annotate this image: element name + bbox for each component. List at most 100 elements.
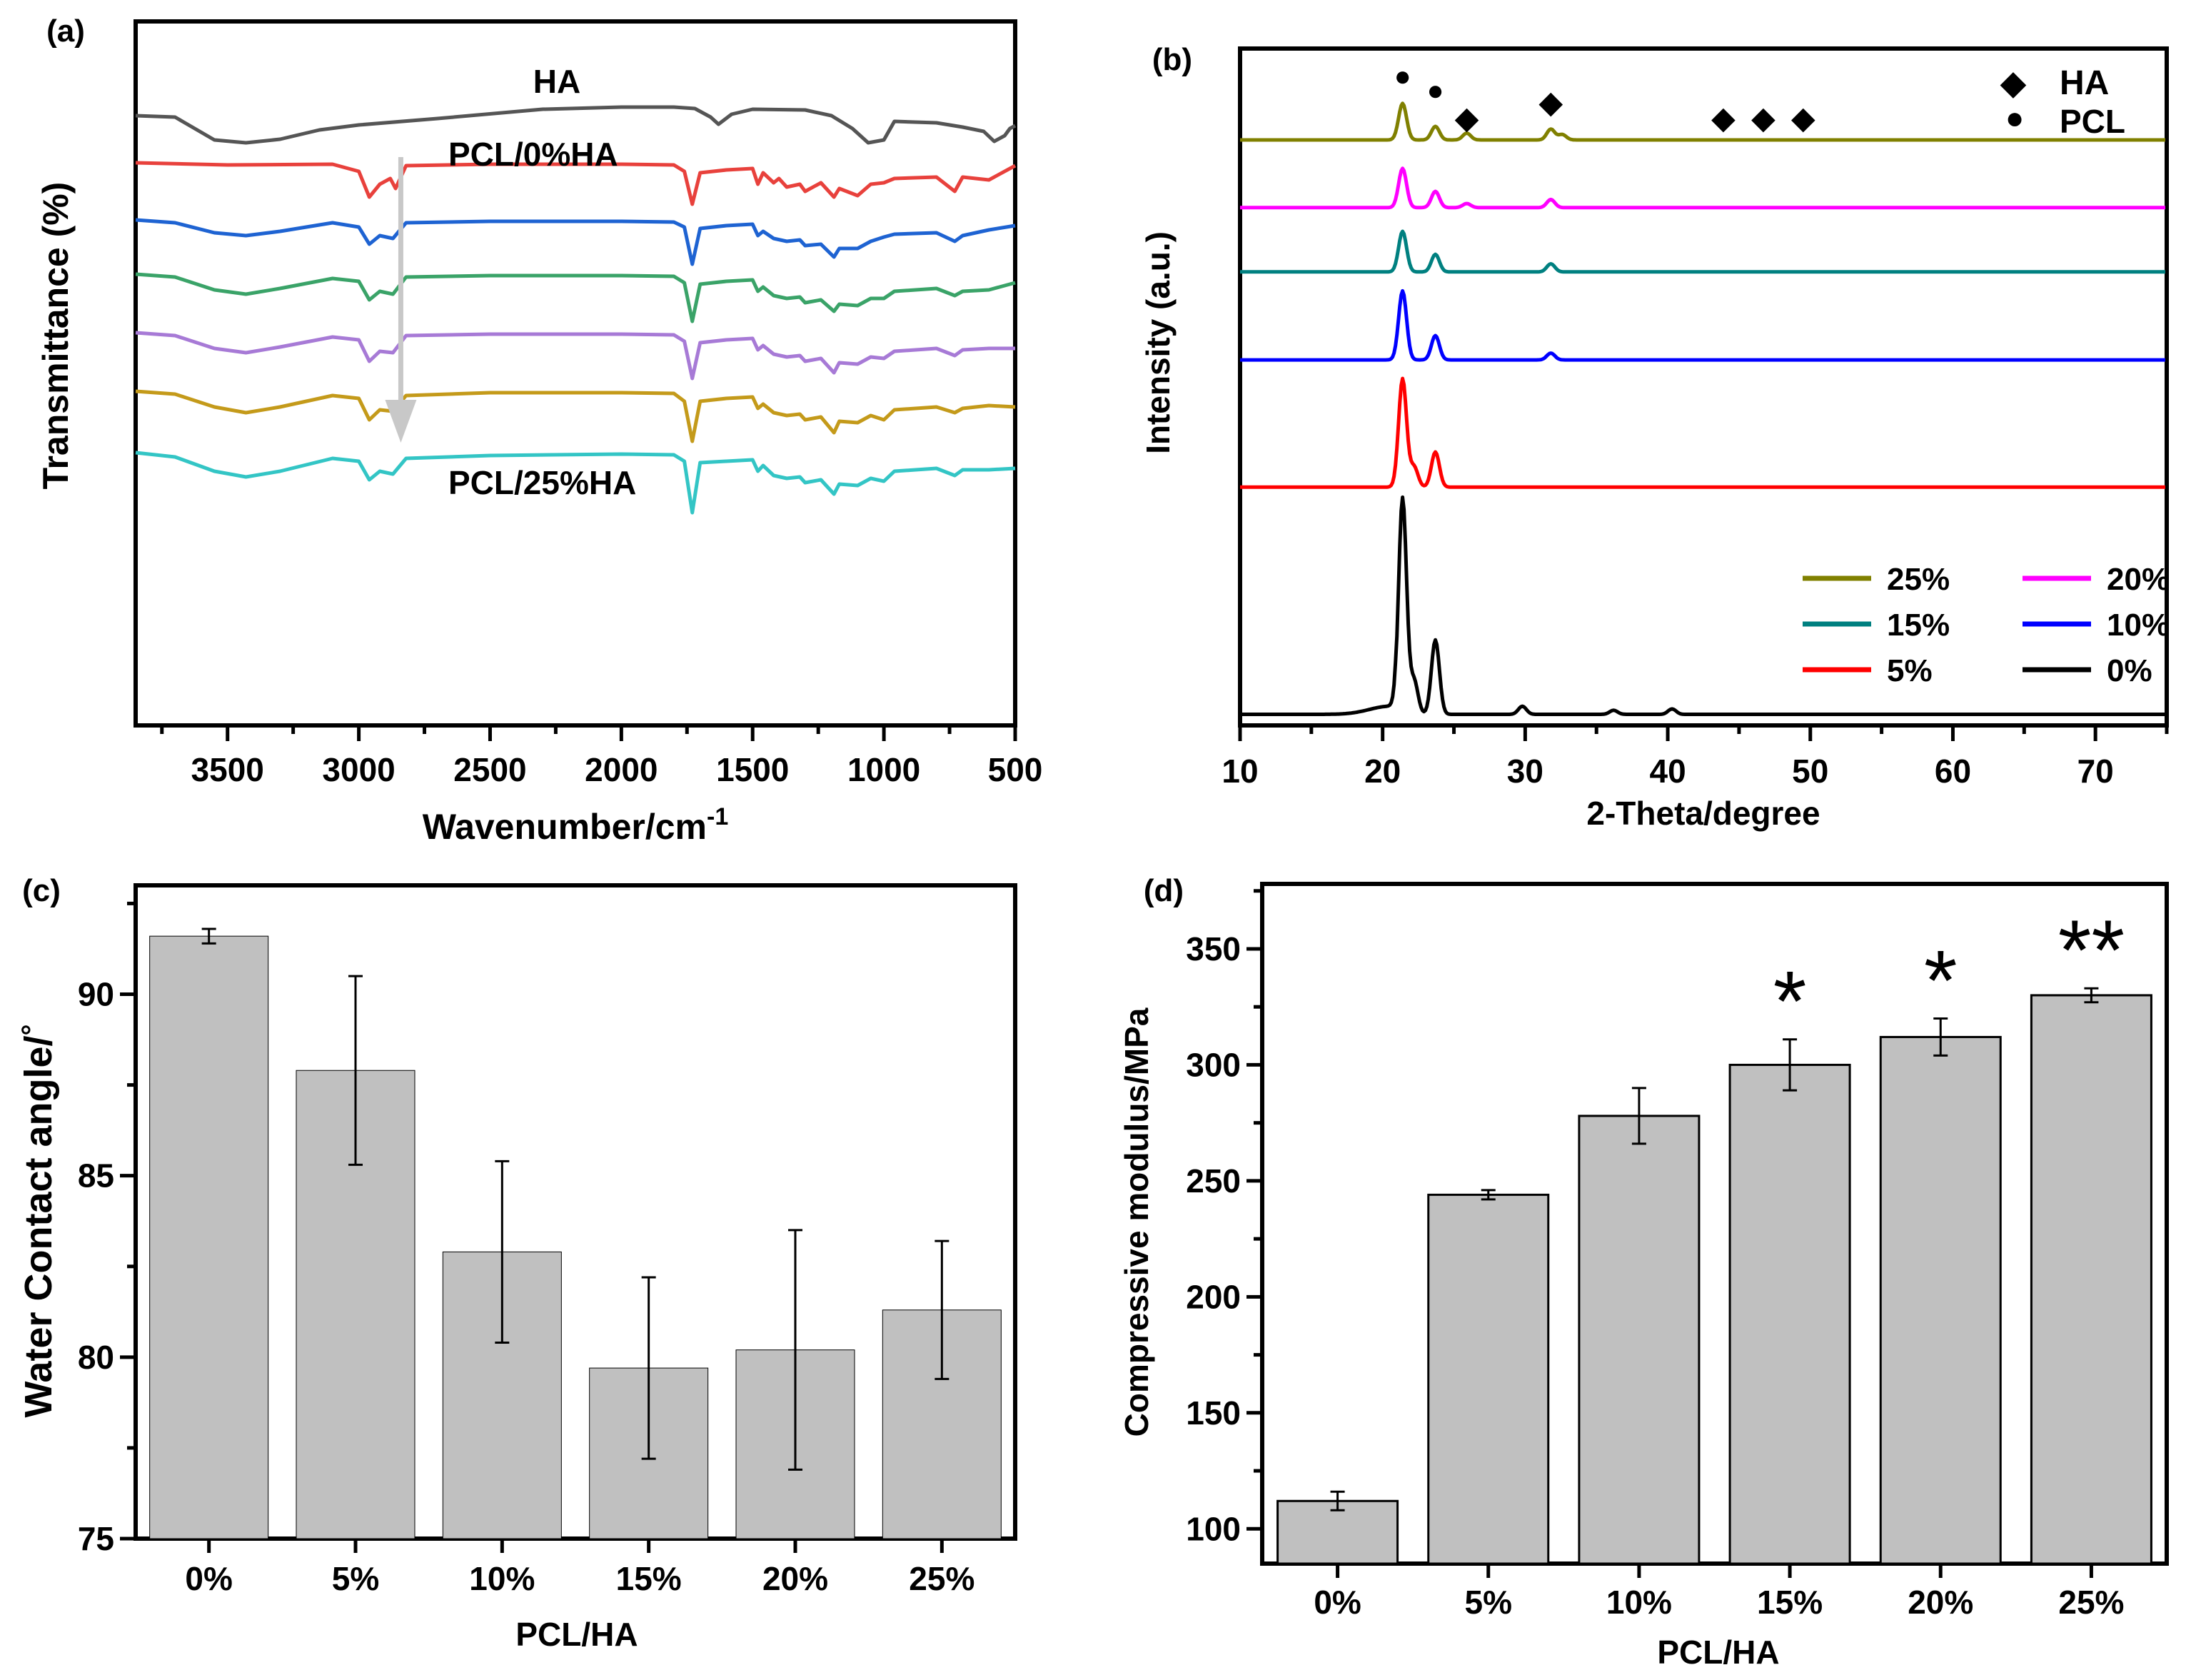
y-tick-label: 250 (1186, 1162, 1241, 1199)
ha-peak-marker: ◆ (1751, 101, 1776, 136)
pcl-peak-marker: ● (1394, 61, 1411, 92)
xrd-line-15pct (1239, 229, 2166, 274)
annotation-ha: HA (533, 63, 580, 100)
x-tick-label: 70 (2077, 753, 2114, 790)
bar-10pct (1578, 1115, 1701, 1565)
legend-pcl-marker: ● (2005, 101, 2025, 136)
x-tick-label: 10 (1222, 753, 1258, 790)
bar-15pct (1728, 1063, 1851, 1565)
legend-ha-label: HA (2060, 64, 2109, 102)
x-tick-label: 2000 (585, 751, 658, 788)
y-tick-label: 150 (1186, 1394, 1241, 1432)
x-tick-label: 500 (988, 751, 1043, 788)
legend-pcl-label: PCL (2060, 103, 2125, 140)
y-tick-label: 75 (78, 1520, 114, 1557)
bar-0pct (1276, 1499, 1399, 1565)
x-tick-label: 2500 (453, 751, 526, 788)
panel-d-compressive-modulus: 0% 5% 10% 15% * 20% * 25% ** 100 150 200 250 300 350 PC… (1118, 873, 2169, 1671)
x-tick-label: 1500 (716, 751, 789, 788)
panel-frame (1260, 882, 2169, 1566)
legend-label: 5% (1887, 653, 1933, 688)
x-tick-label: 20% (762, 1560, 828, 1597)
xrd-line-20pct (1239, 166, 2166, 210)
legend-label: 20% (2107, 562, 2170, 597)
x-tick-label: 0% (1314, 1584, 1361, 1621)
ha-peak-marker: ◆ (1538, 85, 1563, 120)
y-tick-label: 80 (78, 1339, 114, 1376)
x-tick-label: 5% (1465, 1584, 1512, 1621)
significance-marker: * (1773, 954, 1807, 1050)
x-tick-label: 3500 (191, 751, 264, 788)
x-tick-label: 5% (332, 1560, 379, 1597)
ha-peak-marker: ◆ (1791, 101, 1815, 136)
panel-label: (d) (1144, 873, 1184, 908)
ftir-line-3 (135, 272, 1016, 323)
bar-5pct (1427, 1193, 1550, 1565)
x-tick-label: 15% (1757, 1584, 1823, 1621)
legend-label: 10% (2107, 608, 2170, 643)
y-tick-label: 350 (1186, 930, 1241, 967)
bar-25pct (2030, 994, 2152, 1565)
ftir-line-1 (135, 161, 1017, 206)
y-axis-label-unit: ° (16, 1024, 48, 1035)
bar-0pct (149, 935, 269, 1539)
legend-label: 25% (1887, 562, 1950, 597)
trend-arrow-head (385, 400, 417, 443)
ha-peak-marker: ◆ (1711, 101, 1736, 136)
ftir-line-0 (135, 105, 1017, 145)
ftir-line-4 (135, 331, 1015, 381)
legend-label: 15% (1887, 608, 1950, 643)
x-tick-label: 30 (1507, 753, 1543, 790)
ftir-line-5 (135, 389, 1016, 443)
xrd-line-25pct (1239, 101, 2166, 142)
y-tick-label: 200 (1186, 1278, 1241, 1315)
ha-peak-marker: ◆ (1455, 101, 1479, 136)
x-axis-label: PCL/HA (1657, 1634, 1779, 1671)
y-tick-label: 100 (1186, 1510, 1241, 1547)
significance-marker: ** (2058, 902, 2125, 998)
ftir-line-2 (135, 218, 1016, 266)
x-tick-label: 20% (1908, 1584, 1973, 1621)
ftir-line-6 (135, 451, 1016, 515)
panel-a-ftir: HA PCL/0%HA PCL/25%HA 3500 3000 2500 2000 1500 1… (36, 14, 1042, 847)
x-axis-label: Wavenumber/cm-1 (423, 803, 729, 847)
xrd-line-10pct (1239, 288, 2166, 362)
y-axis-label: Compressive modulus/MPa (1118, 1007, 1155, 1437)
x-axis-label-sup: -1 (707, 803, 728, 830)
xrd-line-5pct (1239, 376, 2166, 489)
x-tick-label: 10% (469, 1560, 535, 1597)
y-tick-label: 85 (78, 1157, 114, 1194)
panel-frame (134, 883, 1017, 1541)
x-tick-label: 10% (1606, 1584, 1672, 1621)
y-tick-label: 90 (78, 976, 114, 1013)
y-axis-label: Intensity (a.u.) (1139, 231, 1177, 454)
x-axis-label: 2-Theta/degree (1586, 795, 1820, 832)
annotation-pcl-25ha: PCL/25%HA (448, 464, 636, 501)
y-axis-label-text: Water Contact angle/ (17, 1035, 60, 1417)
significance-marker: * (1924, 932, 1958, 1028)
panel-a-frame (134, 19, 1017, 728)
xrd-line-0pct (1239, 495, 2166, 716)
x-tick-label: 15% (616, 1560, 682, 1597)
legend-label: 0% (2107, 653, 2152, 688)
panel-c-contact-angle: 0% 5% 10% 15% 20% 25% 75 80 85 90 PCL/HA Water Cont… (16, 873, 1017, 1653)
x-axis-label: PCL/HA (515, 1616, 638, 1653)
x-tick-label: 3000 (322, 751, 395, 788)
x-tick-label: 20 (1364, 753, 1401, 790)
x-tick-label: 25% (2058, 1584, 2124, 1621)
panel-b-frame (1238, 46, 2169, 728)
x-tick-label: 0% (185, 1560, 232, 1597)
x-axis-label-text: Wavenumber/cm (423, 807, 707, 847)
x-tick-label: 60 (1935, 753, 1971, 790)
bar-20pct (1879, 1035, 2002, 1565)
legend-ha-marker: ◆ (2000, 64, 2027, 102)
x-tick-label: 50 (1792, 753, 1828, 790)
y-tick-label: 300 (1186, 1046, 1241, 1083)
panel-label: (b) (1152, 42, 1192, 77)
y-axis-label: Transmittance (%) (36, 182, 76, 490)
x-tick-label: 40 (1649, 753, 1686, 790)
x-tick-label: 1000 (847, 751, 920, 788)
panel-label: (a) (46, 14, 85, 49)
x-tick-label: 25% (909, 1560, 974, 1597)
